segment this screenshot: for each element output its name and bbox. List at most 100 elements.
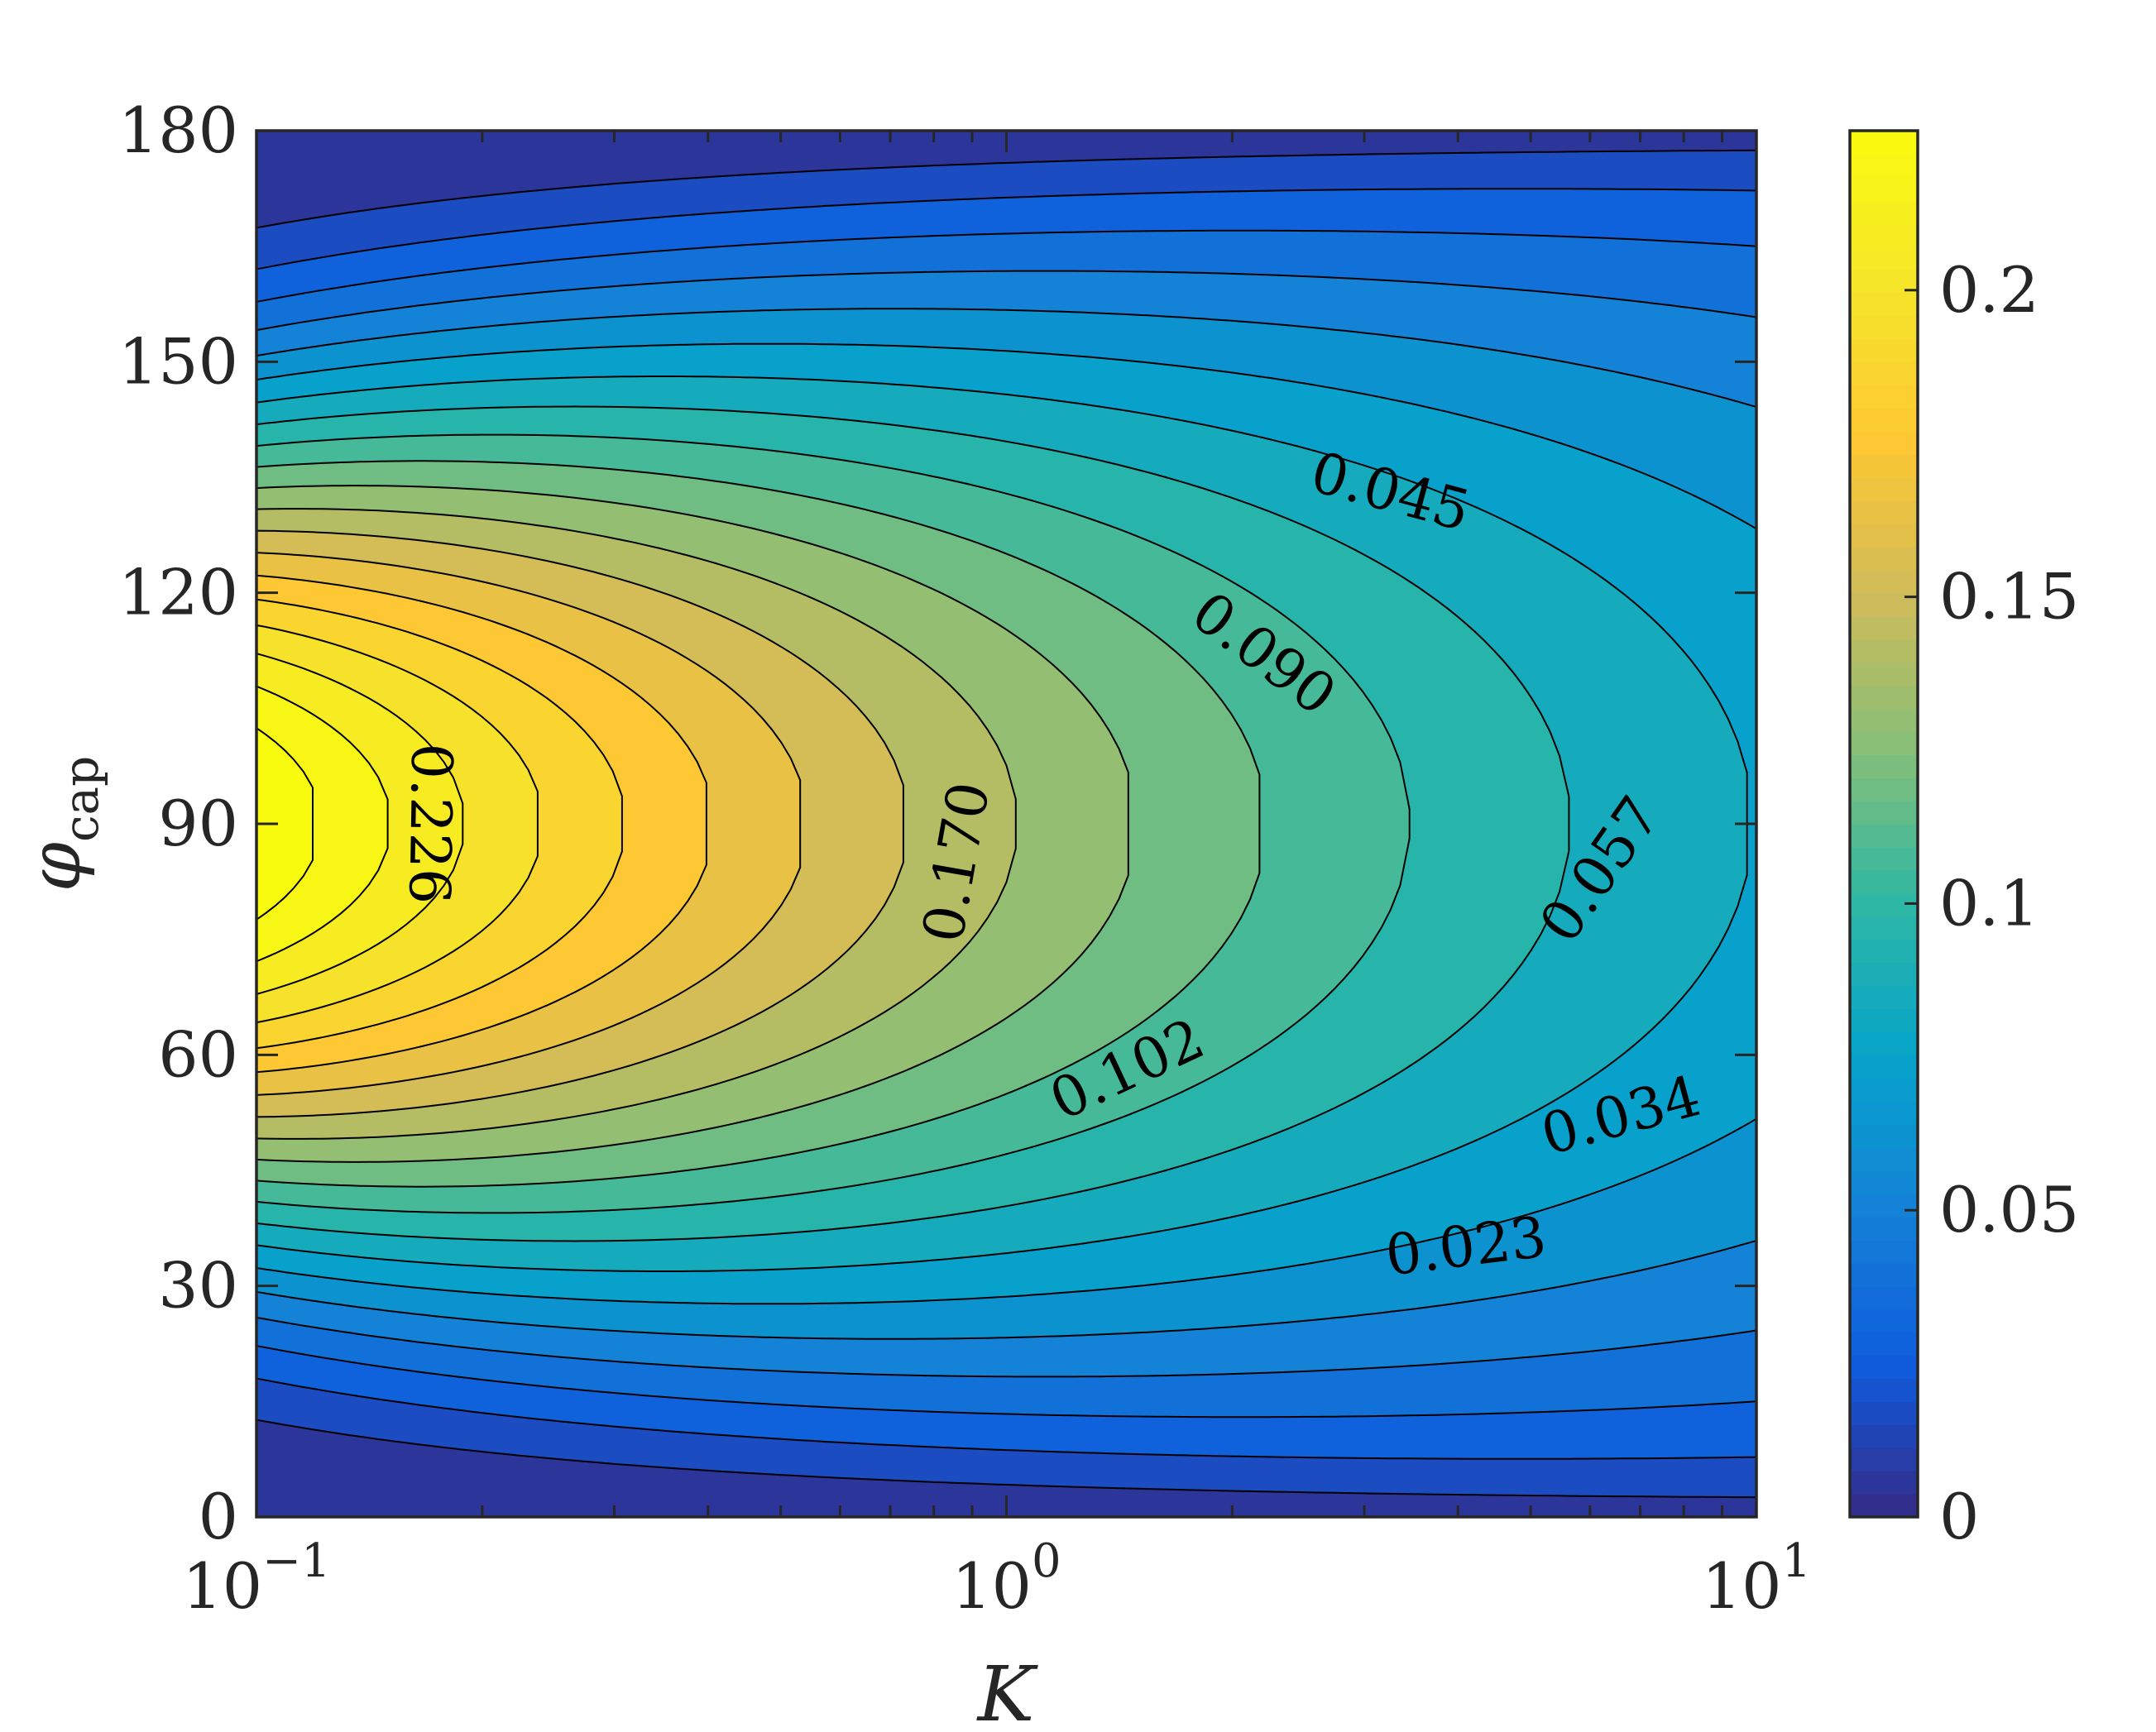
x-tick-base-2: 10 [1702, 1549, 1782, 1623]
contour-line-1 [256, 149, 1756, 1499]
contour-line-7 [256, 376, 1748, 1272]
colorbar-gradient [1850, 131, 1918, 1518]
colorbar-tick-label-2: 0.1 [1939, 866, 2039, 940]
contour-line-14 [256, 552, 802, 1096]
colorbar-segment [1850, 892, 1918, 917]
colorbar-segment [1850, 523, 1918, 548]
colorbar-segment [1850, 708, 1918, 733]
contour-lines [256, 149, 1756, 1499]
colorbar: 0 0.05 0.1 0.15 0.2 [1848, 129, 2079, 1553]
contour-line-3 [256, 229, 1756, 1419]
colorbar-ticks: 0 0.05 0.1 0.15 0.2 [1904, 253, 2079, 1553]
colorbar-segment [1850, 292, 1918, 317]
colorbar-tick-label-0: 0 [1939, 1480, 1979, 1553]
x-tick-label-2: 101 [1702, 1534, 1811, 1623]
colorbar-segment [1850, 1355, 1918, 1380]
colorbar-segment [1850, 1101, 1918, 1125]
colorbar-segment [1850, 662, 1918, 687]
colorbar-segment [1850, 1216, 1918, 1241]
colorbar-segment [1850, 477, 1918, 501]
contour-line-6 [256, 342, 1756, 1305]
colorbar-segment [1850, 916, 1918, 940]
colorbar-segment [1850, 500, 1918, 524]
colorbar-segment [1850, 869, 1918, 894]
y-tick-label-6: 180 [118, 93, 238, 167]
contour-line-15 [256, 574, 707, 1074]
contour-line-10 [256, 460, 1261, 1188]
x-tick-base-0: 10 [182, 1549, 262, 1623]
colorbar-segment [1850, 777, 1918, 801]
colorbar-segment [1850, 1424, 1918, 1448]
colorbar-segment [1850, 176, 1918, 201]
colorbar-tick-label-3: 0.15 [1939, 560, 2079, 634]
colorbar-segment [1850, 846, 1918, 871]
colorbar-segment [1850, 1332, 1918, 1356]
contour-line-2 [256, 188, 1756, 1460]
colorbar-segment [1850, 1124, 1918, 1148]
colorbar-segment [1850, 338, 1918, 363]
colorbar-segment [1850, 1401, 1918, 1426]
contour-line-17 [256, 624, 539, 1024]
colorbar-segment [1850, 824, 1918, 848]
colorbar-tick-label-4: 0.2 [1939, 253, 2039, 327]
svg-text:φcap: φcap [14, 756, 109, 892]
y-tick-label-5: 150 [118, 324, 238, 398]
colorbar-segment [1850, 153, 1918, 178]
colorbar-segment [1850, 1193, 1918, 1218]
colorbar-segment [1850, 408, 1918, 432]
contour-line-19 [256, 685, 389, 963]
contour-line-18 [256, 653, 464, 995]
contour-line-16 [256, 598, 623, 1050]
y-axis-title: φcap [14, 756, 109, 892]
contour-line-9 [256, 433, 1411, 1214]
contour-line-11 [256, 485, 1129, 1163]
colorbar-segment [1850, 361, 1918, 386]
colorbar-segment [1850, 985, 1918, 1010]
y-axis-title-subscript: cap [53, 756, 109, 842]
colorbar-segment [1850, 1447, 1918, 1471]
colorbar-segment [1850, 615, 1918, 640]
contour-line-13 [256, 529, 904, 1118]
contour-line-12 [256, 508, 1017, 1140]
x-tick-base-1: 10 [951, 1549, 1032, 1623]
colorbar-segment [1850, 685, 1918, 710]
contour-label-text-2: 0.226 [395, 743, 463, 905]
y-tick-label-1: 30 [158, 1249, 238, 1323]
colorbar-segment [1850, 1031, 1918, 1056]
contour-line-8 [256, 405, 1570, 1242]
colorbar-segment [1850, 1309, 1918, 1333]
colorbar-segment [1850, 1494, 1918, 1518]
colorbar-segment [1850, 731, 1918, 755]
x-axis-tick-labels: 10−1 100 101 [182, 1534, 1811, 1623]
y-tick-label-4: 120 [118, 556, 238, 629]
colorbar-segment [1850, 131, 1918, 155]
contour-line-20 [256, 726, 314, 921]
colorbar-segment [1850, 1055, 1918, 1079]
contour-label-2: 0.226 [395, 743, 463, 905]
colorbar-segment [1850, 246, 1918, 270]
colorbar-segment [1850, 1239, 1918, 1264]
x-tick-exponent-1: 0 [1032, 1534, 1061, 1588]
x-tick-exponent-0: −1 [262, 1534, 331, 1588]
y-tick-label-0: 0 [199, 1480, 238, 1553]
colorbar-segment [1850, 199, 1918, 224]
colorbar-segment [1850, 1008, 1918, 1033]
colorbar-segment [1850, 569, 1918, 594]
contour-line-5 [256, 308, 1756, 1340]
contour-band-20 [256, 728, 313, 920]
contour-line-4 [256, 270, 1756, 1378]
x-tick-exponent-2: 1 [1782, 1534, 1812, 1588]
colorbar-segment [1850, 801, 1918, 825]
y-tick-label-3: 90 [158, 787, 238, 860]
colorbar-segment [1850, 1471, 1918, 1495]
contour-fill-area [256, 131, 1756, 1517]
colorbar-segment [1850, 754, 1918, 778]
colorbar-segment [1850, 315, 1918, 340]
colorbar-segment [1850, 1078, 1918, 1102]
colorbar-segment [1850, 385, 1918, 409]
colorbar-segment [1850, 1170, 1918, 1194]
y-axis-title-symbol: φ [14, 842, 97, 892]
colorbar-segment [1850, 1378, 1918, 1403]
